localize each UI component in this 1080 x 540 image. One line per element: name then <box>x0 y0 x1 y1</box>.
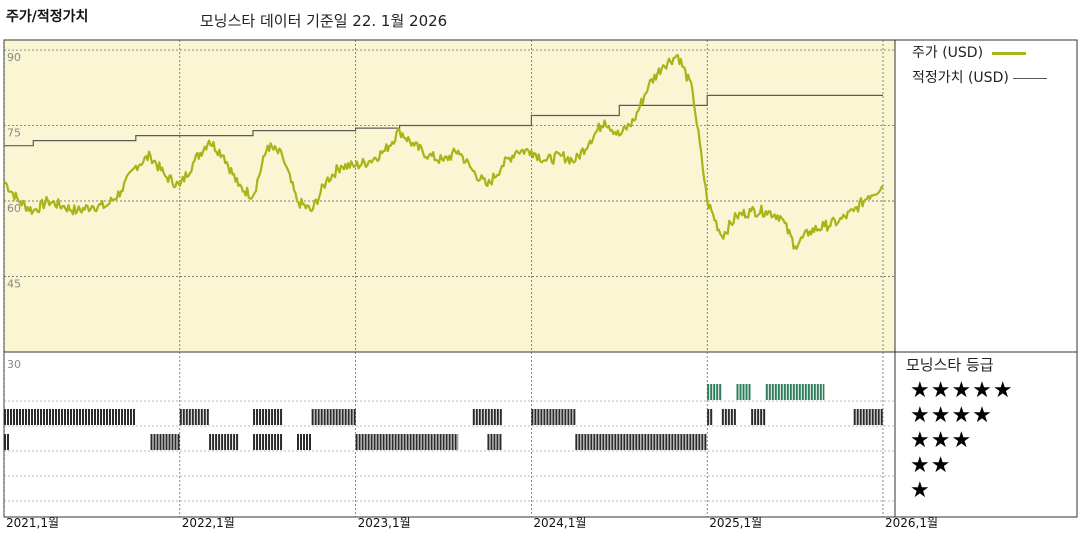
x-tick-label: 2022,1월 <box>182 516 235 530</box>
chart-frame <box>3 39 1078 518</box>
data-date-subtitle: 모닝스타 데이터 기준일 22. 1월 2026 <box>200 12 448 30</box>
legend-fair-value-label: 적정가치 (USD) <box>912 70 1009 86</box>
rating-3-stars: ★★★ <box>910 428 973 453</box>
y-tick-label: 45 <box>7 278 21 291</box>
rating-1-star: ★ <box>910 478 931 503</box>
legend-price-label: 주가 (USD) <box>912 45 984 61</box>
y-tick-label: 90 <box>7 51 21 64</box>
legend-price-swatch <box>991 51 1026 55</box>
rating-5-stars: ★★★★★ <box>910 378 1014 403</box>
x-tick-label: 2024,1월 <box>533 516 586 530</box>
rating-4-stars: ★★★★ <box>910 403 993 428</box>
x-tick-label: 2026,1월 <box>885 516 938 530</box>
legend-fair-value: 적정가치 (USD) <box>912 67 1048 87</box>
legend-price: 주가 (USD) <box>912 42 1026 62</box>
x-tick-label: 2023,1월 <box>358 516 411 530</box>
x-tick-label: 2025,1월 <box>709 516 762 530</box>
rating-panel-title: 모닝스타 등급 <box>906 356 994 374</box>
fair-value-line <box>4 94 883 147</box>
y-tick-label: 30 <box>7 358 21 371</box>
y-tick-label: 75 <box>7 127 21 140</box>
legend-fair-value-swatch <box>1013 77 1048 79</box>
price-panel-background <box>4 40 895 352</box>
price-line <box>3 54 884 250</box>
rating-2-stars: ★★ <box>910 453 952 478</box>
y-tick-label: 60 <box>7 202 21 215</box>
chart-title: 주가/적정가치 <box>6 9 89 25</box>
x-tick-label: 2021,1월 <box>6 516 59 530</box>
